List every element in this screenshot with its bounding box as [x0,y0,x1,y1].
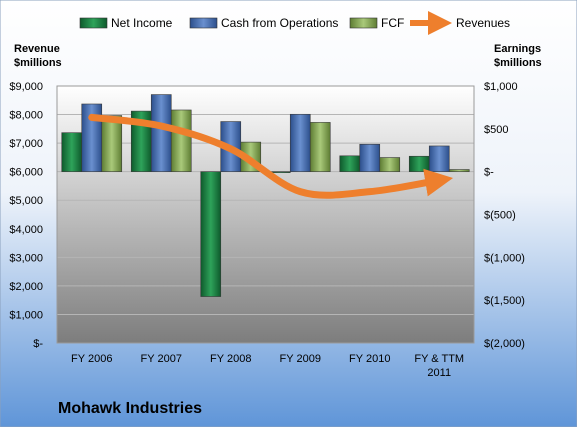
legend-label-revenues: Revenues [456,16,510,30]
right-tick-label: $- [484,167,494,179]
bar-net-income [200,171,222,297]
plot-area [57,86,474,343]
bar-cash-from-operations [359,143,381,172]
legend-label-fcf: FCF [381,16,404,30]
bar-net-income [408,155,430,172]
left-tick-label: $9,000 [9,81,43,93]
legend: Net Income Cash from Operations FCF Revenue… [79,11,510,35]
x-tick-label: FY 2008 [210,353,251,365]
bar-cash-from-operations [150,94,172,172]
left-axis-title-line2: $millions [14,57,62,69]
bar-cash-from-operations [428,145,450,172]
right-tick-label: $(2,000) [484,338,525,350]
left-tick-label: $7,000 [9,138,43,150]
revenue-line-path [88,113,454,199]
chart-title: Mohawk Industries [58,400,202,417]
right-tick-label: $(1,000) [484,252,525,264]
legend-swatch-fcf [349,17,378,29]
x-tick-label: FY 2006 [71,353,112,365]
left-axis: $- $1,000 $2,000 $3,000 $4,000 $5,000 $6,000 $7… [9,81,43,350]
left-tick-label: $1,000 [9,309,43,321]
x-tick-label: FY 2009 [280,353,321,365]
x-axis: FY 2006 FY 2007 FY 2008 FY 2009 FY 2010 FY & … [71,353,464,379]
right-axis-title-line2: $millions [494,57,542,69]
x-tick-label: FY 2007 [141,353,182,365]
left-tick-label: $6,000 [9,167,43,179]
right-tick-label: $1,000 [484,81,518,93]
x-tick-label: FY 2010 [349,353,390,365]
right-axis-title-line1: Earnings [494,43,541,55]
revenue-line [88,113,454,199]
right-tick-label: $500 [484,124,508,136]
bar-fcf [379,157,401,172]
left-tick-label: $5,000 [9,195,43,207]
legend-swatch-net-income [79,17,108,29]
left-tick-label: $3,000 [9,252,43,264]
x-tick-label: 2011 [427,367,451,379]
right-tick-label: $(1,500) [484,295,525,307]
right-tick-label: $(500) [484,210,516,222]
plot-area-border [56,85,475,344]
bar-fcf [101,115,123,172]
bar-fcf [170,109,192,172]
bar-fcf [448,169,470,172]
bar-fcf [309,122,331,172]
right-axis: $(2,000) $(1,500) $(1,000) $(500) $- $500 $1,0… [484,81,525,350]
x-tick-label: FY & TTM [414,353,464,365]
bar-net-income [61,132,83,172]
left-tick-label: $8,000 [9,110,43,122]
legend-label-net-income: Net Income [111,16,173,30]
left-axis-title-line1: Revenue [14,43,60,55]
left-tick-label: $- [33,338,43,350]
bar-net-income [339,155,361,172]
legend-swatch-cash-from-operations [189,17,218,29]
bar-cash-from-operations [289,113,311,172]
bar-net-income [269,171,291,173]
left-tick-label: $4,000 [9,224,43,236]
legend-label-cash-from-operations: Cash from Operations [221,16,338,30]
left-tick-label: $2,000 [9,281,43,293]
